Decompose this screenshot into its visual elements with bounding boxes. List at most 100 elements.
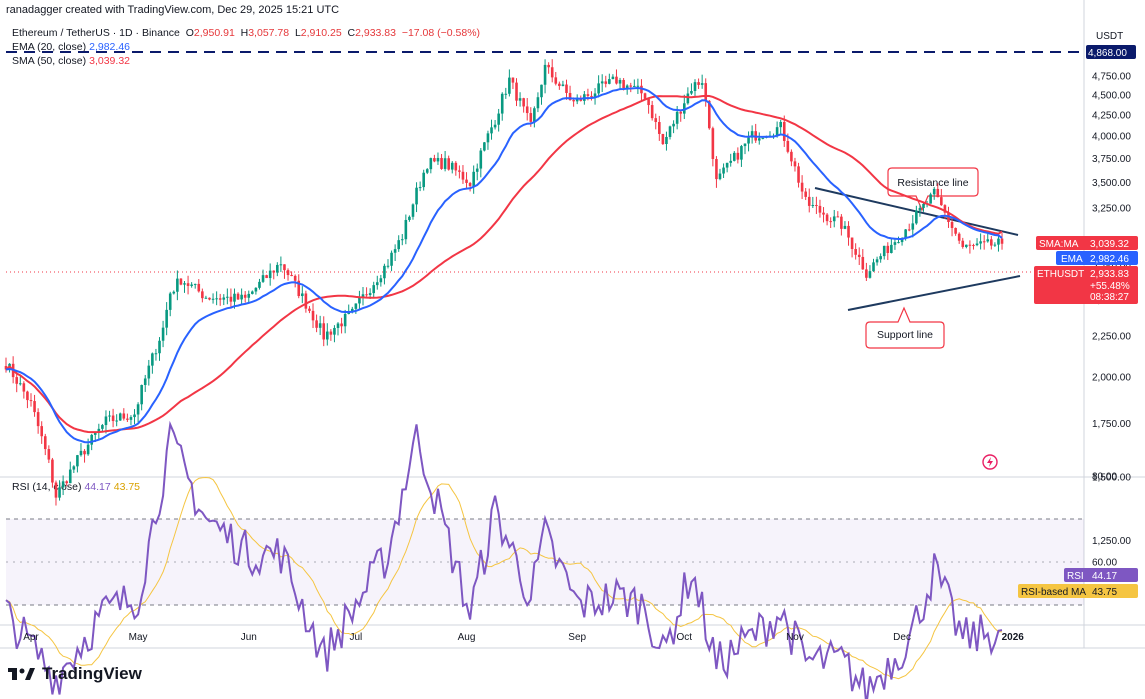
candle-body (176, 278, 179, 292)
candle-body (911, 223, 915, 230)
candle-body (915, 210, 918, 224)
candle-body (201, 291, 204, 299)
candle-body (483, 142, 486, 151)
candle-body (350, 308, 354, 312)
candle-body (890, 244, 893, 253)
price-tick-label: 3,500.00 (1092, 178, 1131, 189)
symbol-name[interactable]: Ethereum / TetherUS · 1D · Binance (12, 27, 180, 39)
candle-body (361, 294, 365, 298)
price-tick-label: 4,250.00 (1092, 110, 1131, 121)
candles-layer[interactable] (4, 59, 1004, 506)
candle-body (932, 188, 936, 195)
candle-body (240, 294, 243, 300)
rsi-ma-line[interactable] (5, 476, 1003, 680)
candle-body (561, 84, 565, 86)
candle-body (675, 111, 679, 124)
candle-body (536, 97, 540, 109)
candle-body (929, 194, 932, 204)
candle-body (761, 137, 765, 139)
candle-body (443, 158, 447, 169)
ema-line[interactable] (5, 86, 1003, 444)
candle-body (590, 95, 593, 97)
candle-body (779, 121, 782, 128)
candle-body (183, 283, 186, 285)
candle-body (65, 481, 68, 484)
price-tag (1034, 266, 1138, 304)
ema-tag-name: EMA (1061, 254, 1083, 265)
candle-body (565, 84, 568, 93)
candle-body (975, 243, 979, 246)
candle-body (775, 127, 779, 136)
candle-body (90, 434, 93, 445)
candle-body (322, 323, 326, 340)
candle-body (793, 161, 797, 167)
candle-body (40, 426, 43, 437)
candle-body (818, 205, 822, 213)
sma-legend[interactable]: SMA (50, close) 3,039.32 (12, 55, 130, 67)
candle-body (711, 128, 715, 160)
candle-body (636, 85, 640, 87)
candle-body (554, 77, 558, 84)
candle-body (18, 383, 22, 385)
candle-body (158, 340, 161, 354)
candle-body (454, 162, 458, 171)
candle-body (336, 323, 340, 328)
month-tick-label: Jun (241, 632, 257, 643)
candle-body (893, 242, 897, 245)
candle-body (450, 162, 454, 170)
candle-body (982, 241, 986, 243)
price-tag-value: 2,933.83 (1090, 269, 1129, 280)
lightning-glyph (987, 457, 993, 467)
candle-body (386, 265, 390, 267)
month-tick-label: Apr (23, 632, 39, 643)
candle-body (900, 238, 904, 243)
candle-body (665, 136, 668, 145)
candle-body (440, 157, 443, 169)
candle-body (101, 425, 104, 429)
lightning-icon[interactable] (982, 454, 998, 470)
candle-body (304, 293, 308, 309)
price-tick-label: 4,000.00 (1092, 131, 1131, 142)
brand-logo[interactable]: TradingView (8, 664, 142, 684)
ema-tag (1056, 251, 1138, 265)
candle-body (193, 283, 197, 285)
sma-line[interactable] (5, 94, 1003, 434)
candle-body (875, 259, 879, 263)
rsi-line[interactable] (5, 420, 1003, 699)
candle-body (600, 81, 604, 84)
candle-body (790, 151, 793, 162)
candle-body (143, 378, 147, 386)
candle-body (165, 309, 168, 328)
candle-body (850, 237, 854, 250)
candle-body (79, 450, 83, 456)
candle-body (272, 270, 276, 273)
candle-body (786, 140, 790, 152)
candle-body (668, 126, 672, 137)
candle-body (575, 97, 579, 102)
candle-body (168, 293, 172, 310)
ema-legend[interactable]: EMA (20, close) 2,982.46 (12, 41, 130, 53)
candle-body (147, 365, 151, 379)
candle-body (318, 323, 322, 328)
candle-body (129, 417, 133, 420)
candle-body (333, 327, 336, 335)
candle-body (715, 159, 718, 180)
candle-body (258, 281, 261, 288)
candle-body (972, 245, 975, 247)
candle-body (604, 81, 608, 84)
candle-body (340, 323, 343, 327)
candle-body (857, 254, 861, 257)
candle-body (897, 242, 900, 244)
candle-body (72, 466, 76, 470)
candle-body (186, 283, 190, 286)
candle-body (161, 327, 165, 341)
candle-body (379, 278, 383, 283)
rsi-ma-tag-value: 43.75 (1092, 587, 1117, 598)
support-callout[interactable] (865, 306, 945, 349)
support-trendline[interactable] (847, 275, 1021, 311)
candle-body (690, 90, 693, 94)
candle-body (354, 303, 358, 309)
candle-body (529, 113, 533, 122)
candle-body (625, 85, 629, 89)
